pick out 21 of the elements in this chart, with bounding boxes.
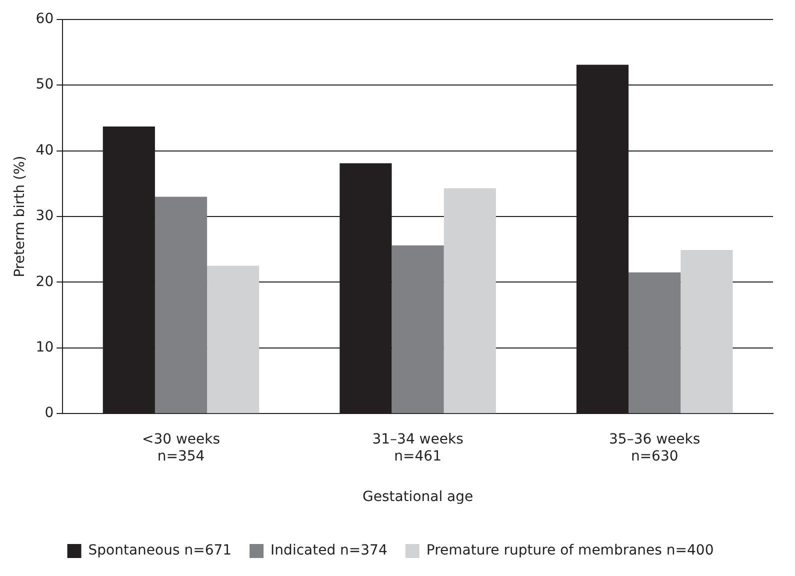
legend-label: Spontaneous n=671 bbox=[88, 542, 232, 559]
x-tick-label: 35–36 weeks n=630 bbox=[609, 432, 700, 464]
bar bbox=[444, 188, 496, 414]
bar bbox=[392, 245, 444, 414]
x-tick-label: 31–34 weeks n=461 bbox=[372, 432, 464, 464]
legend-label: Indicated n=374 bbox=[270, 542, 388, 559]
y-tick-label: 10 bbox=[36, 340, 54, 356]
bar bbox=[628, 272, 681, 414]
y-tick-label: 40 bbox=[36, 142, 54, 158]
y-tick-label: 30 bbox=[36, 208, 54, 224]
y-tick-label: 0 bbox=[44, 405, 54, 422]
bar bbox=[207, 266, 260, 414]
x-tick-label: <30 weeks n=354 bbox=[142, 432, 220, 464]
y-tick-label: 20 bbox=[36, 274, 54, 290]
y-axis-title: Preterm birth (%) bbox=[12, 156, 28, 278]
y-tick-label: 50 bbox=[36, 76, 54, 93]
bar bbox=[154, 196, 208, 414]
legend-label: Premature rupture of membranes n=400 bbox=[426, 542, 714, 559]
bar bbox=[680, 250, 733, 414]
y-tick-label: 60 bbox=[36, 11, 54, 28]
x-axis-title: Gestational age bbox=[362, 489, 474, 506]
